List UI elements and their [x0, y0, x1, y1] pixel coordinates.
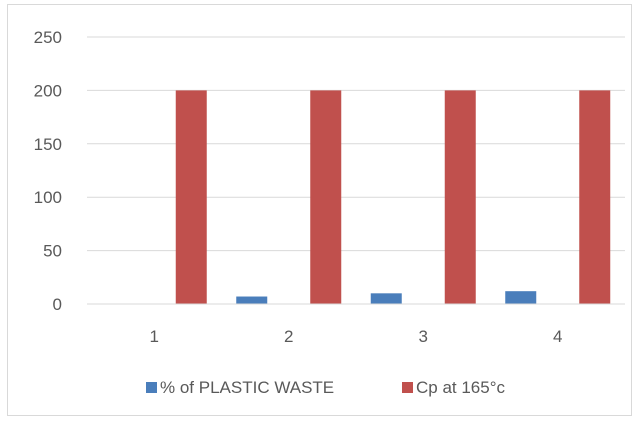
legend-swatch-2	[402, 382, 413, 393]
y-tick-label: 0	[53, 295, 62, 314]
bar-series-2-3	[444, 90, 476, 305]
y-tick-label: 250	[34, 28, 62, 47]
x-axis-ticks: 1 2 3 4	[150, 327, 563, 346]
bar-series-1-2	[236, 296, 268, 304]
x-tick-label: 4	[553, 327, 562, 346]
y-tick-label: 200	[34, 81, 62, 100]
bars	[175, 90, 611, 305]
legend-label-1: % of PLASTIC WASTE	[160, 378, 334, 397]
x-tick-label: 1	[150, 327, 159, 346]
legend-swatch-1	[146, 382, 157, 393]
x-tick-label: 3	[419, 327, 428, 346]
bar-series-2-2	[310, 90, 342, 305]
x-tick-label: 2	[284, 327, 293, 346]
y-tick-label: 100	[34, 188, 62, 207]
legend: % of PLASTIC WASTE Cp at 165°c	[146, 378, 506, 397]
bar-series-1-3	[370, 293, 402, 304]
y-axis-ticks: 0 50 100 150 200 250	[34, 28, 62, 314]
bar-series-2-1	[175, 90, 207, 305]
legend-label-2: Cp at 165°c	[416, 378, 506, 397]
bar-series-1-4	[505, 291, 537, 304]
y-tick-label: 50	[43, 242, 62, 261]
gridlines	[87, 36, 625, 252]
y-tick-label: 150	[34, 135, 62, 154]
bar-series-2-4	[579, 90, 611, 305]
